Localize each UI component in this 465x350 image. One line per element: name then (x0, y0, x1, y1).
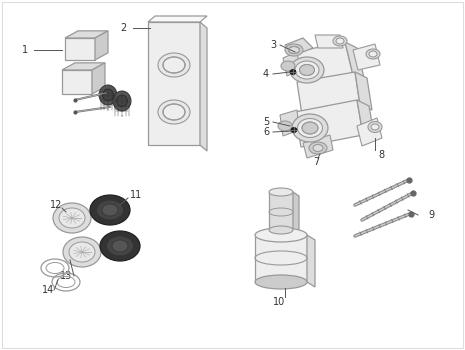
Ellipse shape (99, 85, 117, 105)
Ellipse shape (269, 188, 293, 196)
Polygon shape (269, 192, 293, 230)
Text: 11: 11 (130, 190, 142, 200)
Text: 10: 10 (273, 297, 285, 307)
Polygon shape (95, 31, 108, 60)
Polygon shape (295, 42, 353, 85)
Ellipse shape (336, 38, 344, 44)
Ellipse shape (112, 240, 128, 252)
Ellipse shape (290, 57, 324, 83)
Ellipse shape (106, 236, 133, 256)
Ellipse shape (53, 203, 91, 233)
Polygon shape (65, 38, 95, 60)
Text: 12: 12 (50, 200, 62, 210)
Ellipse shape (255, 228, 307, 242)
Ellipse shape (291, 127, 297, 133)
Polygon shape (293, 192, 299, 234)
Ellipse shape (97, 200, 124, 220)
Polygon shape (255, 235, 307, 282)
Ellipse shape (309, 142, 327, 154)
Polygon shape (357, 118, 382, 146)
Ellipse shape (117, 95, 127, 107)
Ellipse shape (298, 119, 323, 138)
Ellipse shape (295, 61, 319, 79)
Ellipse shape (269, 226, 293, 234)
Polygon shape (285, 38, 313, 55)
Ellipse shape (368, 121, 382, 133)
Ellipse shape (278, 121, 292, 131)
Ellipse shape (299, 64, 314, 76)
Ellipse shape (371, 124, 379, 130)
Ellipse shape (90, 195, 130, 225)
Ellipse shape (302, 122, 318, 134)
Polygon shape (200, 22, 207, 151)
Polygon shape (307, 235, 315, 287)
Polygon shape (353, 44, 380, 70)
Ellipse shape (158, 53, 190, 77)
Text: 13: 13 (60, 271, 72, 281)
Text: 9: 9 (428, 210, 434, 220)
Polygon shape (357, 100, 375, 140)
Polygon shape (315, 35, 343, 48)
Ellipse shape (288, 47, 299, 54)
Ellipse shape (333, 36, 347, 46)
Text: 5: 5 (263, 117, 269, 127)
Polygon shape (280, 110, 299, 136)
Text: 14: 14 (42, 285, 54, 295)
Ellipse shape (285, 44, 303, 56)
Ellipse shape (163, 104, 185, 120)
Polygon shape (303, 135, 333, 158)
Text: 8: 8 (378, 150, 384, 160)
Text: 4: 4 (263, 69, 269, 79)
Text: 1: 1 (22, 45, 28, 55)
Polygon shape (295, 100, 363, 147)
Polygon shape (148, 16, 207, 22)
Ellipse shape (100, 231, 140, 261)
Polygon shape (62, 70, 92, 94)
Ellipse shape (113, 91, 131, 111)
Polygon shape (283, 52, 300, 76)
Text: 7: 7 (313, 157, 319, 167)
Ellipse shape (59, 208, 85, 228)
Ellipse shape (290, 70, 296, 75)
Ellipse shape (292, 114, 328, 142)
Ellipse shape (313, 145, 323, 152)
Polygon shape (92, 63, 105, 94)
Text: 6: 6 (263, 127, 269, 137)
Ellipse shape (281, 61, 295, 71)
Ellipse shape (366, 49, 380, 59)
Polygon shape (345, 42, 365, 82)
Polygon shape (297, 72, 360, 115)
Ellipse shape (69, 242, 95, 262)
Ellipse shape (255, 275, 307, 289)
Polygon shape (355, 72, 372, 110)
Ellipse shape (158, 100, 190, 124)
Text: 2: 2 (120, 23, 126, 33)
Polygon shape (62, 63, 105, 70)
Polygon shape (65, 31, 108, 38)
Ellipse shape (103, 89, 113, 101)
Ellipse shape (63, 237, 101, 267)
Ellipse shape (102, 204, 118, 216)
Polygon shape (148, 22, 200, 145)
Text: 3: 3 (270, 40, 276, 50)
Ellipse shape (163, 57, 185, 73)
Ellipse shape (369, 51, 377, 57)
